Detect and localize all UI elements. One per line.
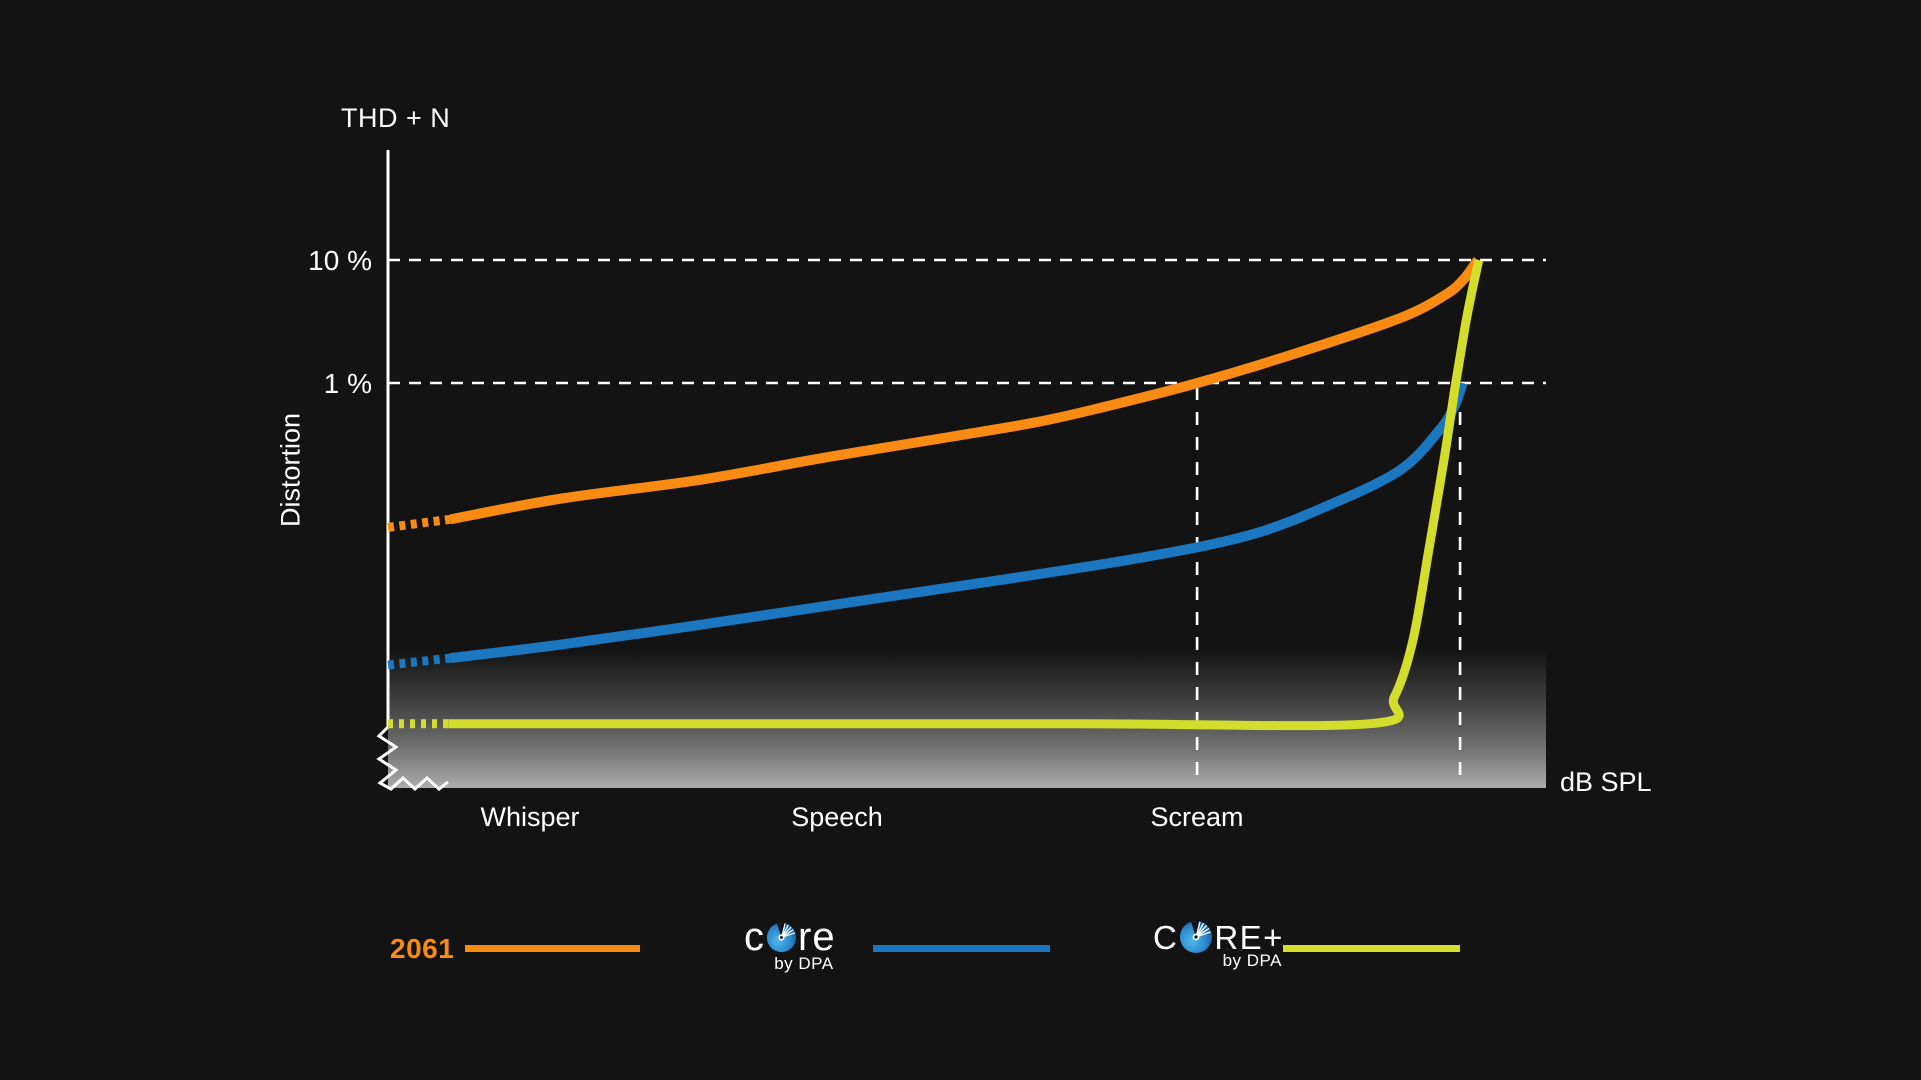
legend-core-plus-swatch [1283, 945, 1460, 952]
legend-core-logo: c re by DPA [744, 917, 836, 974]
x-category-scream: Scream [1150, 802, 1244, 832]
core-logo-capsule-icon [766, 922, 797, 952]
x-axis-label: dB SPL [1560, 767, 1652, 797]
core-plus-logo-suffix: RE+ [1214, 918, 1284, 956]
legend-core-plus-logo: C RE+ by DPA [1153, 920, 1284, 971]
y-axis-label: Distortion [275, 412, 306, 528]
core-logo-prefix: c [744, 915, 765, 959]
distortion-curves [387, 257, 1484, 731]
curve-core-by-dpa [448, 259, 1484, 731]
ytick-10-percent: 10 % [308, 245, 372, 276]
curve-2061 [449, 257, 1482, 525]
core-logo-row: c re [744, 917, 836, 957]
core-logo-suffix: re [798, 915, 836, 959]
legend-core-swatch [873, 945, 1050, 952]
noise-floor-gradient-band [388, 650, 1546, 788]
curve-core-by-dpa [449, 381, 1468, 664]
axis-break-zigzag [376, 725, 449, 792]
core-plus-logo-prefix: C [1153, 918, 1179, 956]
chart-title: THD + N [341, 103, 451, 133]
core-logo-byline: by DPA [774, 954, 834, 973]
legend-2061-label: 2061 [390, 933, 455, 964]
x-category-whisper: Whisper [480, 802, 580, 832]
core-plus-logo-capsule-icon [1180, 921, 1213, 953]
curve-lead-dotted-2061 [387, 514, 452, 532]
ytick-1-percent: 1 % [323, 368, 372, 399]
core-plus-logo-byline: by DPA [1222, 951, 1282, 970]
core-plus-logo-row: C RE+ [1153, 920, 1284, 954]
dashed-guide-lines [388, 258, 1546, 786]
x-category-speech: Speech [791, 802, 883, 832]
legend-2061-swatch [465, 945, 640, 952]
